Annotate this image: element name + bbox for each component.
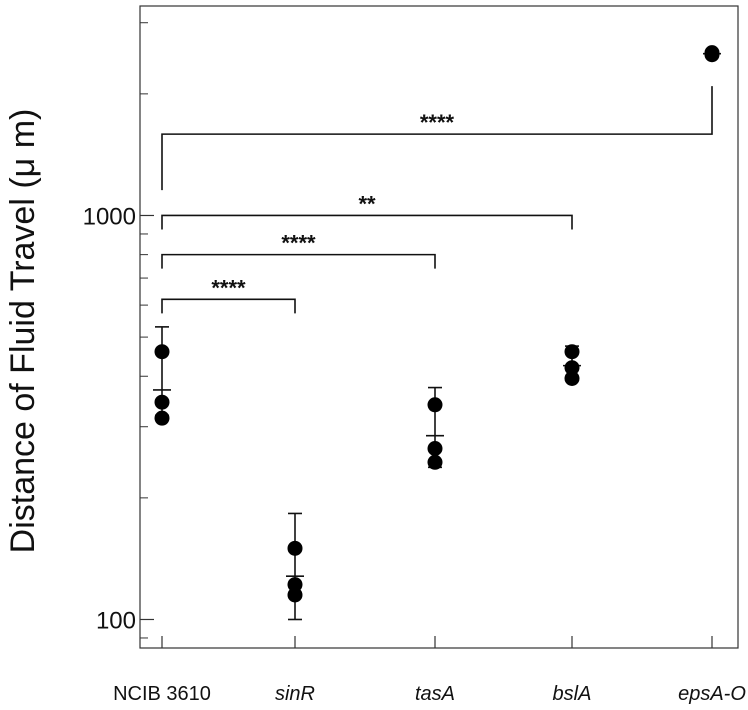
significance-bracket (161, 86, 713, 191)
significance-label: **** (420, 110, 455, 135)
data-point (154, 410, 170, 426)
data-points (154, 45, 720, 603)
data-point (427, 440, 443, 456)
tick-labels: 100 1000 NCIB 3610 sinR tasA bslA epsA-O Distan… (4, 109, 746, 705)
significance-bracket (161, 253, 436, 269)
data-point (704, 47, 720, 63)
x-tick-label: tasA (415, 683, 455, 705)
y-axis-label: Distance of Fluid Travel (μ m) (4, 109, 42, 554)
data-point (564, 370, 580, 386)
data-point (427, 454, 443, 470)
data-point (287, 577, 303, 593)
error-bars (153, 50, 721, 621)
x-tick-label: sinR (275, 683, 315, 705)
data-point (154, 394, 170, 410)
data-point (287, 587, 303, 603)
significance-bracket (161, 298, 296, 314)
significance-bracket (161, 214, 573, 230)
x-tick-label: epsA-O (678, 683, 746, 705)
data-point (564, 360, 580, 376)
data-point (154, 344, 170, 360)
significance-label: **** (211, 275, 246, 300)
axes (139, 5, 739, 649)
data-point (564, 344, 580, 360)
significance-brackets (161, 86, 713, 314)
x-tick-label: bslA (553, 683, 592, 705)
y-tick-label: 1000 (83, 203, 136, 230)
significance-label: ** (358, 191, 376, 216)
data-point (287, 540, 303, 556)
y-tick-label: 100 (96, 607, 136, 634)
x-tick-label: NCIB 3610 (113, 683, 211, 705)
significance-label: **** (281, 231, 316, 256)
data-point (427, 397, 443, 413)
plot-frame (139, 5, 739, 649)
